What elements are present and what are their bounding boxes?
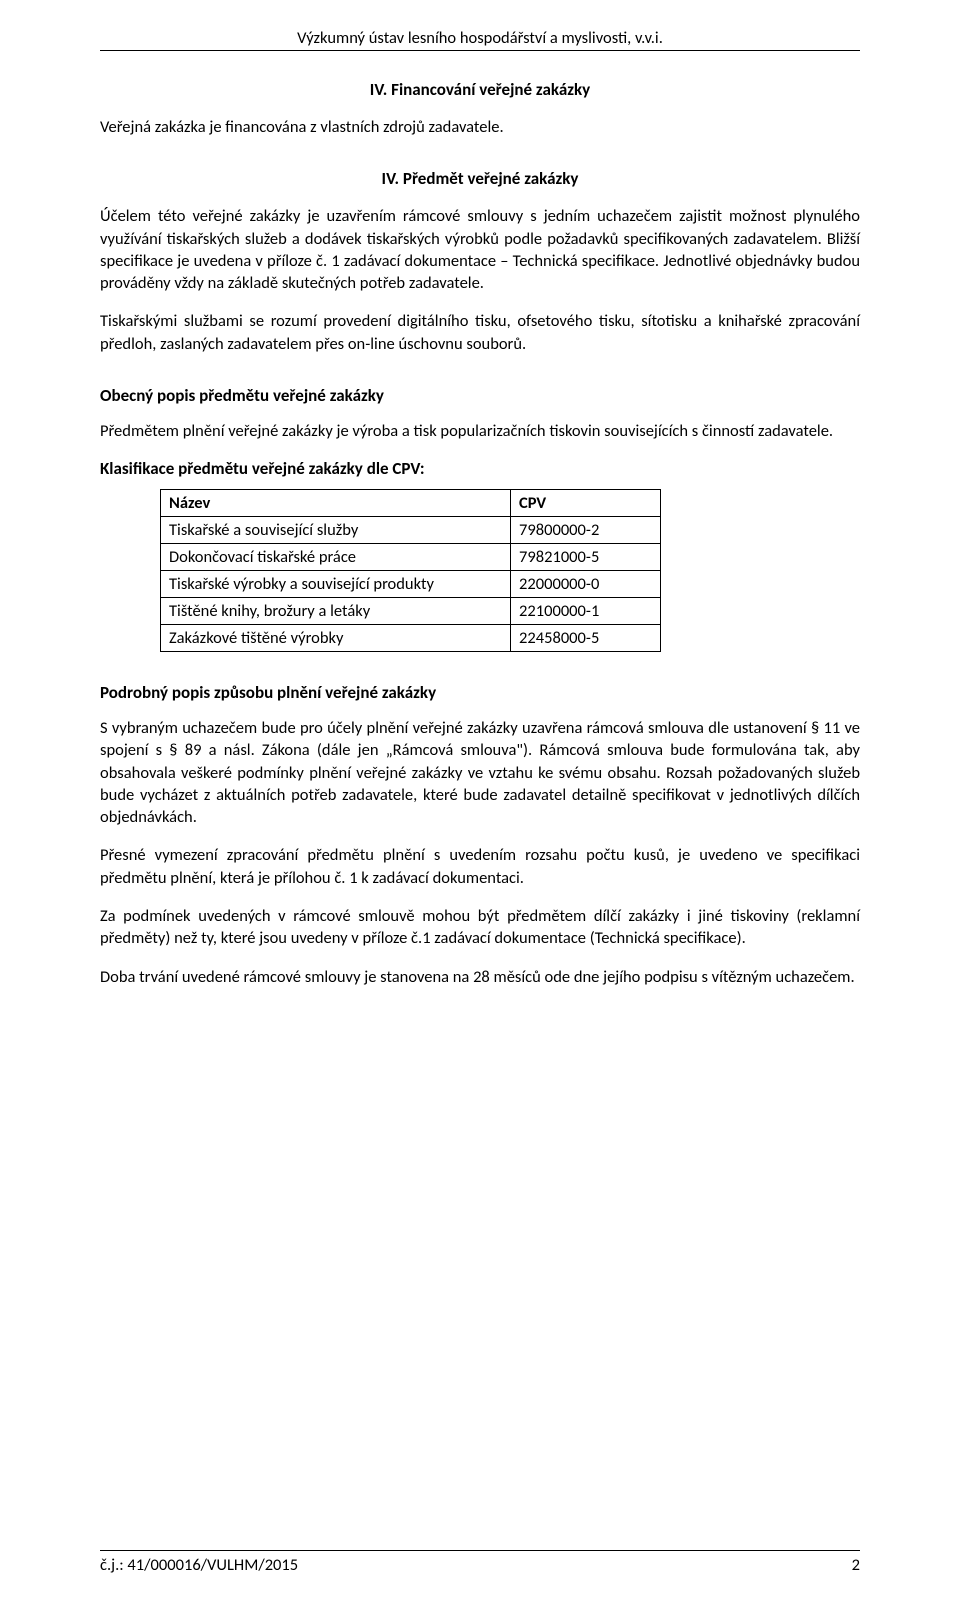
cpv-table: Název CPV Tiskařské a související služby… bbox=[160, 489, 661, 652]
section-iv-title: IV. Financování veřejné zakázky bbox=[100, 79, 860, 100]
section-iv-p1: Veřejná zakázka je financována z vlastní… bbox=[100, 116, 860, 138]
section-iv2-p2: Tiskařskými službami se rozumí provedení… bbox=[100, 310, 860, 355]
footer-rule bbox=[100, 1550, 860, 1551]
page: Výzkumný ústav lesního hospodářství a my… bbox=[0, 0, 960, 1597]
table-row: Zakázkové tištěné výrobky 22458000-5 bbox=[161, 625, 661, 652]
page-header: Výzkumný ústav lesního hospodářství a my… bbox=[100, 28, 860, 48]
section-iv2-title: IV. Předmět veřejné zakázky bbox=[100, 168, 860, 189]
table-header-row: Název CPV bbox=[161, 490, 661, 517]
klasifikace-heading: Klasifikace předmětu veřejné zakázky dle… bbox=[100, 458, 860, 479]
table-row: Tiskařské a související služby 79800000-… bbox=[161, 517, 661, 544]
podrobny-p1: S vybraným uchazečem bude pro účely plně… bbox=[100, 717, 860, 828]
cell-cpv: 22458000-5 bbox=[511, 625, 661, 652]
cell-cpv: 22000000-0 bbox=[511, 571, 661, 598]
table-row: Dokončovací tiskařské práce 79821000-5 bbox=[161, 544, 661, 571]
podrobny-heading: Podrobný popis způsobu plnění veřejné za… bbox=[100, 682, 860, 703]
cell-name: Tištěné knihy, brožury a letáky bbox=[161, 598, 511, 625]
footer-page-number: 2 bbox=[852, 1555, 860, 1575]
col-header-cpv: CPV bbox=[511, 490, 661, 517]
table-row: Tištěné knihy, brožury a letáky 22100000… bbox=[161, 598, 661, 625]
podrobny-p4: Doba trvání uvedené rámcové smlouvy je s… bbox=[100, 966, 860, 988]
page-footer: č.j.: 41/000016/VULHM/2015 2 bbox=[100, 1550, 860, 1575]
obecny-p1: Předmětem plnění veřejné zakázky je výro… bbox=[100, 420, 860, 442]
podrobny-p3: Za podmínek uvedených v rámcové smlouvě … bbox=[100, 905, 860, 950]
section-iv2-p1: Účelem této veřejné zakázky je uzavřením… bbox=[100, 205, 860, 294]
table-row: Tiskařské výrobky a související produkty… bbox=[161, 571, 661, 598]
cell-name: Tiskařské a související služby bbox=[161, 517, 511, 544]
cell-name: Zakázkové tištěné výrobky bbox=[161, 625, 511, 652]
obecny-heading: Obecný popis předmětu veřejné zakázky bbox=[100, 385, 860, 406]
cell-cpv: 79821000-5 bbox=[511, 544, 661, 571]
col-header-name: Název bbox=[161, 490, 511, 517]
footer-row: č.j.: 41/000016/VULHM/2015 2 bbox=[100, 1555, 860, 1575]
footer-ref: č.j.: 41/000016/VULHM/2015 bbox=[100, 1555, 298, 1575]
cell-name: Tiskařské výrobky a související produkty bbox=[161, 571, 511, 598]
cell-name: Dokončovací tiskařské práce bbox=[161, 544, 511, 571]
cell-cpv: 79800000-2 bbox=[511, 517, 661, 544]
podrobny-p2: Přesné vymezení zpracování předmětu plně… bbox=[100, 844, 860, 889]
header-rule bbox=[100, 50, 860, 51]
cell-cpv: 22100000-1 bbox=[511, 598, 661, 625]
